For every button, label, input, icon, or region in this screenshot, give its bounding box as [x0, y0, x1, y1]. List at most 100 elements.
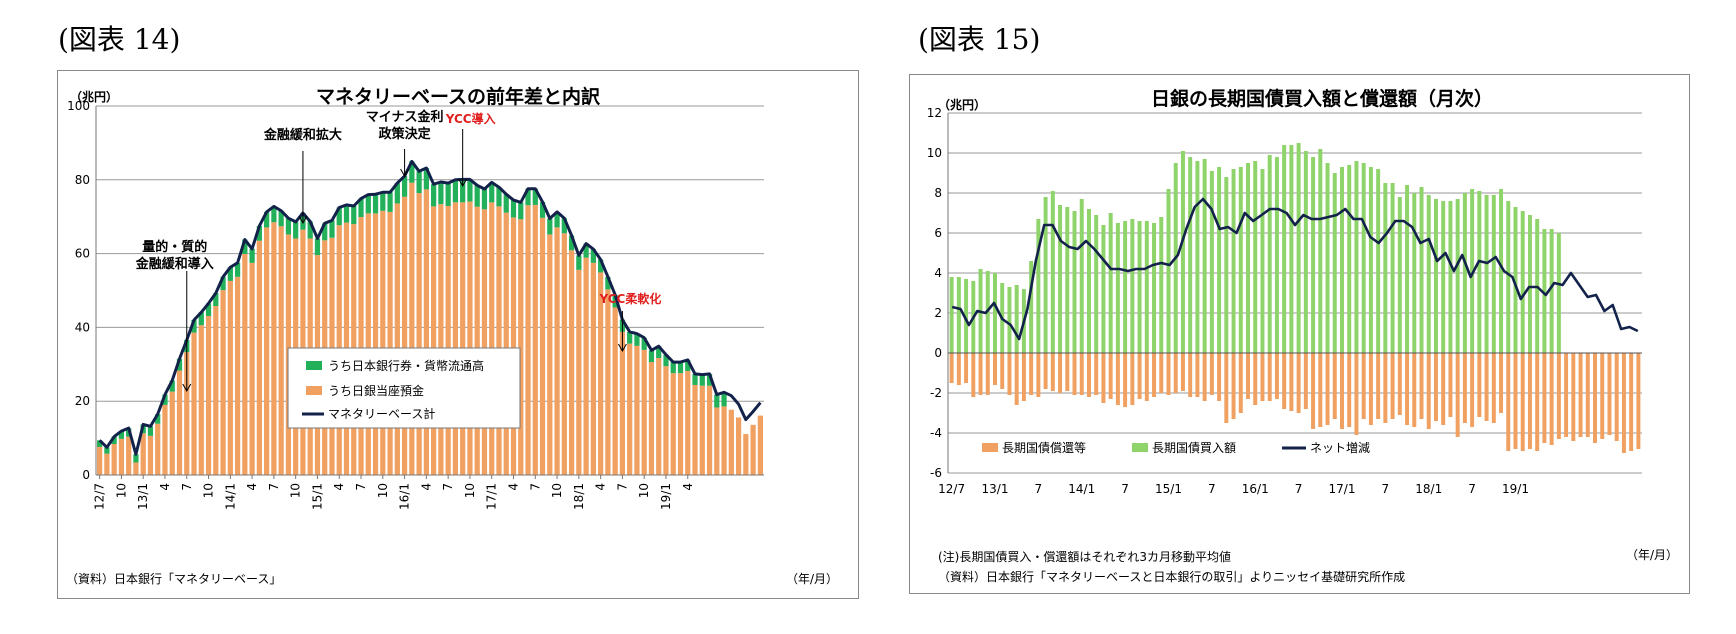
bar-redemptions — [1390, 353, 1395, 419]
x-tick-label: 19/1 — [1502, 482, 1529, 496]
bar-redemptions — [1159, 353, 1164, 393]
bar-banknotes — [97, 440, 103, 447]
bar-banknotes — [539, 201, 546, 218]
bar-current-account — [227, 280, 233, 475]
annotation-negative-rate: 政策決定 — [379, 126, 431, 142]
bar-redemptions — [1571, 353, 1576, 441]
bar-banknotes — [249, 248, 255, 263]
bar-current-account — [438, 204, 444, 476]
bar-redemptions — [1462, 353, 1467, 423]
bar-purchases — [1412, 193, 1417, 353]
bar-purchases — [1405, 185, 1410, 353]
bar-banknotes — [699, 374, 705, 386]
y-tick-label: 100 — [67, 99, 90, 113]
bar-redemptions — [1527, 353, 1532, 449]
bar-current-account — [677, 373, 684, 475]
x-tick-label: 7 — [1382, 482, 1390, 496]
bar-purchases — [1072, 211, 1077, 353]
bar-redemptions — [956, 353, 961, 385]
bar-banknotes — [401, 176, 408, 197]
bar-current-account — [242, 253, 248, 475]
bar-redemptions — [1029, 353, 1034, 395]
bar-banknotes — [234, 262, 241, 277]
bar-redemptions — [1499, 353, 1504, 413]
bar-purchases — [1050, 191, 1055, 353]
y-tick-label: -4 — [930, 426, 942, 440]
bar-purchases — [993, 273, 997, 353]
bar-redemptions — [1014, 353, 1019, 405]
x-tick-label: 18/1 — [1415, 482, 1442, 496]
x-tick-label: 14/1 — [223, 483, 237, 510]
bar-purchases — [1332, 173, 1337, 353]
annotation-expansion: 金融緩和拡大 — [263, 127, 342, 143]
bar-purchases — [1065, 207, 1070, 353]
bar-redemptions — [985, 353, 990, 395]
chart-title: マネタリーベースの前年差と内訳 — [316, 85, 601, 108]
bar-current-account — [510, 217, 517, 476]
bar-redemptions — [1202, 353, 1207, 401]
bar-purchases — [1520, 211, 1525, 353]
bar-current-account — [372, 213, 379, 475]
bar-current-account — [728, 409, 734, 475]
bar-redemptions — [1209, 353, 1214, 395]
bar-banknotes — [692, 373, 698, 385]
figure-15-label: (図表 15) — [918, 23, 1041, 56]
bar-current-account — [431, 206, 437, 476]
bar-banknotes — [423, 167, 429, 190]
bar-redemptions — [949, 353, 954, 383]
bar-redemptions — [1520, 353, 1525, 451]
bar-banknotes — [394, 183, 400, 204]
bar-current-account — [699, 385, 705, 475]
bar-redemptions — [978, 353, 983, 395]
bar-purchases — [1433, 199, 1438, 353]
bar-current-account — [126, 436, 132, 475]
bar-purchases — [1238, 167, 1243, 353]
bar-current-account — [634, 345, 640, 475]
legend-label: うち日本銀行券・貨幣流通高 — [328, 358, 484, 373]
bar-current-account — [104, 453, 110, 475]
bar-redemptions — [1079, 353, 1084, 395]
bar-redemptions — [1513, 353, 1518, 449]
annotation-ycc-flex: YCC柔軟化 — [598, 291, 661, 306]
bar-current-account — [576, 269, 582, 475]
bar-purchases — [1007, 287, 1012, 353]
x-tick-label: 4 — [681, 483, 695, 491]
bar-purchases — [1311, 157, 1316, 353]
bar-current-account — [394, 203, 400, 475]
bar-purchases — [1477, 191, 1482, 353]
legend-label: うち日銀当座預金 — [328, 383, 424, 398]
bar-redemptions — [1448, 353, 1453, 417]
legend-box — [287, 347, 521, 429]
bar-banknotes — [685, 359, 691, 371]
bar-redemptions — [1021, 353, 1026, 401]
x-tick-label: 4 — [507, 483, 521, 491]
bar-banknotes — [372, 194, 379, 214]
bar-current-account — [147, 435, 154, 475]
x-tick-label: 7 — [441, 483, 455, 491]
bar-current-account — [627, 343, 633, 475]
bar-purchases — [1354, 161, 1359, 353]
bar-redemptions — [1043, 353, 1048, 389]
bar-banknotes — [387, 192, 393, 212]
bar-redemptions — [1325, 353, 1330, 425]
bar-redemptions — [1253, 353, 1258, 405]
bar-purchases — [1397, 197, 1402, 353]
bar-purchases — [1253, 161, 1258, 353]
bar-redemptions — [1621, 353, 1626, 453]
bar-current-account — [489, 202, 495, 475]
bar-redemptions — [1195, 353, 1200, 397]
y-tick-label: 8 — [934, 186, 942, 200]
bar-purchases — [1426, 195, 1431, 353]
bar-current-account — [220, 290, 226, 475]
bar-banknotes — [714, 394, 720, 408]
y-tick-label: 40 — [75, 320, 90, 334]
bar-banknotes — [278, 210, 284, 227]
bar-current-account — [365, 213, 371, 475]
bar-purchases — [1267, 155, 1272, 353]
bar-current-account — [271, 222, 277, 475]
bar-redemptions — [1433, 353, 1438, 421]
line-net-change — [951, 197, 1639, 341]
x-tick-label: 7 — [528, 483, 542, 491]
bar-purchases — [1260, 169, 1265, 353]
bar-redemptions — [1506, 353, 1511, 451]
